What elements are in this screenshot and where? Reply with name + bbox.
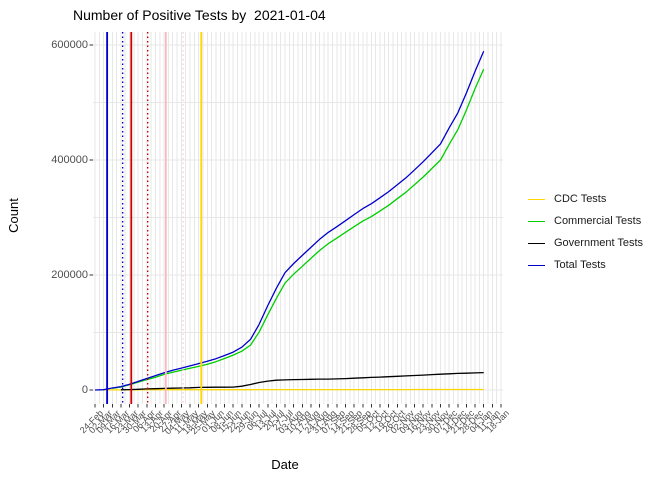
legend-label: Government Tests bbox=[554, 237, 644, 249]
y-tick-label: 600000 bbox=[51, 39, 88, 51]
x-axis-title: Date bbox=[271, 457, 299, 472]
series-line-commercial-tests bbox=[112, 68, 485, 390]
legend-label: CDC Tests bbox=[554, 193, 607, 205]
series-line-cdc-tests bbox=[103, 388, 484, 391]
legend-line-swatch-cdc bbox=[528, 198, 545, 200]
y-tick-label: 400000 bbox=[51, 154, 88, 166]
y-tick-label: 200000 bbox=[51, 269, 88, 281]
series-lines bbox=[94, 51, 485, 391]
legend-line-swatch-commercial bbox=[528, 220, 545, 222]
legend-item-cdc-tests: CDC Tests bbox=[528, 188, 643, 210]
axis-ticks bbox=[89, 44, 502, 408]
legend-line-swatch-government bbox=[528, 242, 545, 244]
gridlines bbox=[93, 32, 503, 404]
legend-line-swatch-total bbox=[528, 264, 545, 266]
legend-item-total-tests: Total Tests bbox=[528, 254, 643, 276]
legend-label: Commercial Tests bbox=[554, 215, 642, 227]
legend-label: Total Tests bbox=[554, 259, 606, 271]
legend-item-commercial-tests: Commercial Tests bbox=[528, 210, 643, 232]
y-tick-label: 0 bbox=[81, 384, 88, 396]
legend-item-government-tests: Government Tests bbox=[528, 232, 643, 254]
legend: CDC Tests Commercial Tests Government Te… bbox=[528, 188, 643, 276]
series-line-government-tests bbox=[120, 371, 484, 391]
series-line-total-tests bbox=[94, 51, 485, 391]
vertical-reference-lines bbox=[106, 32, 203, 404]
chart-title: Number of Positive Tests by 2021-01-04 bbox=[73, 7, 326, 23]
